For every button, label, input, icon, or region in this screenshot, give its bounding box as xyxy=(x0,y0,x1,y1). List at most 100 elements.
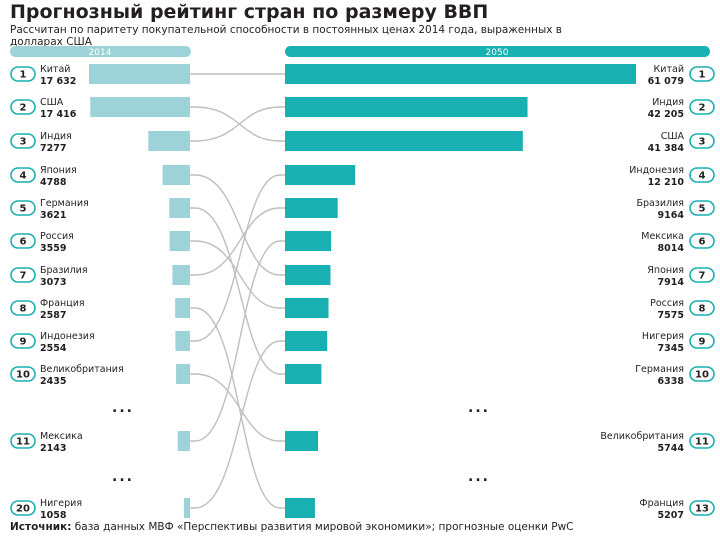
source-text: база данных МВФ «Перспективы развития ми… xyxy=(71,521,574,533)
value-label: 6338 xyxy=(658,376,685,387)
rank-number: 2 xyxy=(699,103,706,114)
rank-number: 3 xyxy=(699,137,706,148)
rank-badge xyxy=(689,333,715,349)
bar-2050 xyxy=(285,265,331,285)
rank-number: 8 xyxy=(20,304,27,315)
bar-2014 xyxy=(183,498,190,518)
country-label: Япония xyxy=(647,265,684,276)
ellipsis-mark: ... xyxy=(112,469,134,485)
value-label: 7277 xyxy=(40,143,66,154)
connector-line xyxy=(190,340,285,509)
rank-badge xyxy=(10,267,36,283)
rank-badge xyxy=(689,233,715,249)
country-label: Германия xyxy=(40,198,89,209)
source-label: Источник: xyxy=(10,521,72,533)
bar-2014 xyxy=(169,231,190,251)
source-note: Источник: база данных МВФ «Перспективы р… xyxy=(10,521,574,533)
rank-badge xyxy=(10,200,36,216)
bar-2050 xyxy=(285,298,329,318)
rank-badge xyxy=(689,300,715,316)
header-2014-bar xyxy=(10,46,191,57)
rank-number: 10 xyxy=(695,370,709,381)
rank-number: 4 xyxy=(699,171,706,182)
value-label: 2554 xyxy=(40,343,67,354)
country-label: Мексика xyxy=(40,431,83,442)
bar-2050 xyxy=(285,331,328,351)
rank-number: 7 xyxy=(20,271,27,282)
chart-subtitle: Рассчитан по паритету покупательной спос… xyxy=(10,24,562,48)
rank-number: 5 xyxy=(699,204,706,215)
rank-number: 2 xyxy=(20,103,27,114)
country-label: Великобритания xyxy=(40,364,124,375)
bar-2014 xyxy=(90,97,190,117)
value-label: 1058 xyxy=(40,510,67,520)
country-label: Индия xyxy=(652,97,684,108)
value-label: 2435 xyxy=(40,376,66,387)
rank-badge xyxy=(10,300,36,316)
year-headers: 2014 2050 xyxy=(10,46,710,58)
country-label: Япония xyxy=(40,165,77,176)
value-label: 9164 xyxy=(658,210,685,221)
rank-badge xyxy=(689,366,715,382)
rank-badge xyxy=(10,66,36,82)
country-label: Индия xyxy=(40,131,72,142)
rank-badge xyxy=(10,500,36,516)
value-label: 3559 xyxy=(40,243,66,254)
country-label: Индонезия xyxy=(40,331,95,342)
bar-2014 xyxy=(175,298,190,318)
country-label: Мексика xyxy=(641,231,684,242)
value-label: 17 632 xyxy=(40,76,76,87)
value-label: 42 205 xyxy=(648,109,684,120)
country-label: Великобритания xyxy=(600,431,684,442)
connector-line xyxy=(190,240,285,309)
rank-number: 1 xyxy=(20,70,27,81)
rank-number: 20 xyxy=(16,504,30,515)
rank-number: 9 xyxy=(20,337,27,348)
rank-badge xyxy=(10,233,36,249)
bar-2050 xyxy=(285,131,523,151)
value-label: 3621 xyxy=(40,210,66,221)
value-label: 17 416 xyxy=(40,109,77,120)
rank-badge xyxy=(689,500,715,516)
rank-badge xyxy=(10,133,36,149)
rank-number: 8 xyxy=(699,304,706,315)
bar-2050 xyxy=(285,198,338,218)
ellipsis-mark: ... xyxy=(468,469,490,485)
value-label: 4788 xyxy=(40,177,67,188)
bar-2014 xyxy=(89,64,190,84)
connector-line xyxy=(190,240,285,442)
connector-line xyxy=(190,207,285,375)
rank-badge xyxy=(689,99,715,115)
bar-2050 xyxy=(285,97,528,117)
country-label: США xyxy=(40,97,64,108)
country-label: Нигерия xyxy=(40,498,82,509)
connector-lines xyxy=(190,73,285,509)
rank-number: 11 xyxy=(695,437,709,448)
country-label: Китай xyxy=(40,64,70,75)
rank-number: 7 xyxy=(699,271,706,282)
bar-2050 xyxy=(285,364,322,384)
connector-line xyxy=(190,174,285,276)
value-label: 7575 xyxy=(658,310,684,321)
rank-number: 10 xyxy=(16,370,30,381)
chart-title: Прогнозный рейтинг стран по размеру ВВП xyxy=(10,1,489,23)
rank-badge xyxy=(689,267,715,283)
value-label: 7914 xyxy=(658,277,685,288)
country-label: Россия xyxy=(650,298,684,309)
connector-line xyxy=(190,106,285,142)
header-2050-label: 2050 xyxy=(486,48,509,58)
country-label: США xyxy=(661,131,685,142)
country-label: Франция xyxy=(40,298,85,309)
value-label: 41 384 xyxy=(648,143,685,154)
rank-badge xyxy=(10,366,36,382)
rank-badge xyxy=(689,433,715,449)
bar-2014 xyxy=(175,331,190,351)
bar-2050 xyxy=(285,431,319,451)
bar-2050 xyxy=(285,231,332,251)
country-label: Нигерия xyxy=(642,331,684,342)
connector-line xyxy=(190,373,285,442)
rank-number: 5 xyxy=(20,204,27,215)
value-label: 8014 xyxy=(658,243,685,254)
